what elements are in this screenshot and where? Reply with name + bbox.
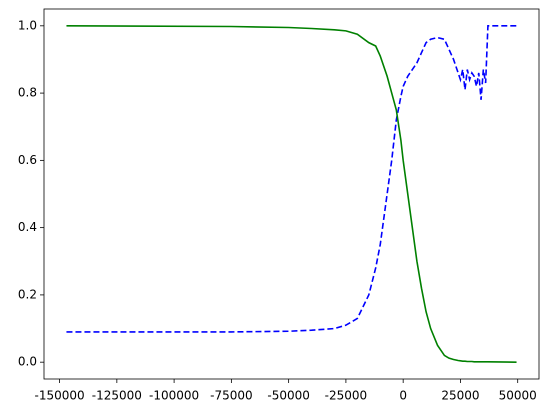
x-tick-label: -50000 <box>267 389 310 403</box>
x-tick-label: 50000 <box>499 389 537 403</box>
y-tick-label: 0.4 <box>18 220 37 234</box>
y-tick-label: 0.6 <box>18 153 37 167</box>
y-tick-label: 0.8 <box>18 86 37 100</box>
line-series <box>66 25 517 363</box>
x-tick-label: -125000 <box>92 389 142 403</box>
y-tick-label: 0.2 <box>18 287 37 301</box>
x-tick-label: -150000 <box>35 389 85 403</box>
x-tick-label: 0 <box>399 389 407 403</box>
y-tick-label: 0.0 <box>18 355 37 369</box>
line-series <box>66 25 517 333</box>
x-tick-label: -25000 <box>325 389 368 403</box>
x-tick-label: -100000 <box>149 389 199 403</box>
y-tick-label: 1.0 <box>18 18 37 32</box>
x-tick-label: -75000 <box>210 389 253 403</box>
x-tick-label: 25000 <box>441 389 479 403</box>
axes-frame <box>43 8 540 380</box>
